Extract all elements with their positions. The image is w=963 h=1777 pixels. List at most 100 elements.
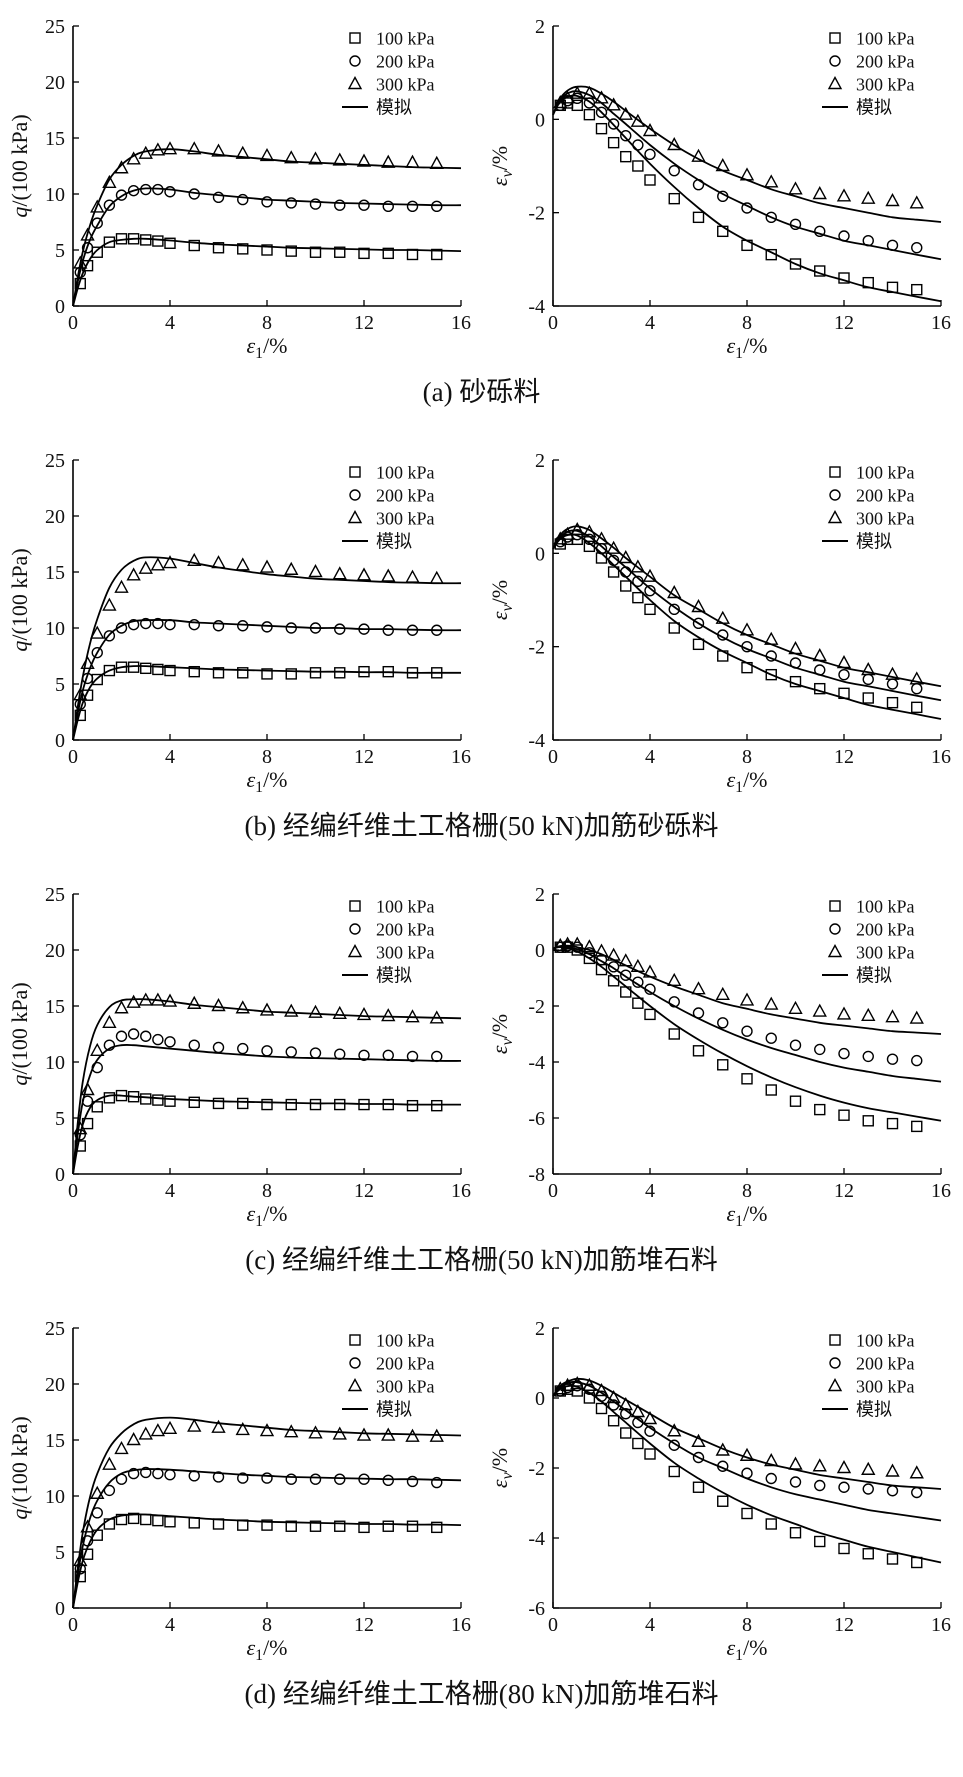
svg-text:-6: -6 [528,1108,545,1130]
svg-text:20: 20 [45,72,65,94]
svg-text:-4: -4 [528,296,545,318]
svg-text:模拟: 模拟 [376,966,412,986]
svg-text:q/(100 kPa): q/(100 kPa) [9,114,32,217]
chart-a-volumetric-strain: 0 4 8 12 16 -4 -2 0 2 ε1/% εv/% 100 kPa 200 kPa 300 k… [488,14,955,360]
svg-text:模拟: 模拟 [856,532,892,552]
svg-text:-2: -2 [528,996,545,1018]
svg-text:0: 0 [548,1614,558,1636]
svg-text:300 kPa: 300 kPa [376,1377,435,1397]
svg-text:-8: -8 [528,1164,545,1186]
chart-b-volumetric-strain: 0 4 8 12 16 -4 -2 0 2 ε1/% εv/% 100 kPa 200 kPa 300 k… [488,448,955,794]
svg-text:8: 8 [262,1614,272,1636]
svg-text:εv/%: εv/% [489,146,516,186]
svg-text:ε1/%: ε1/% [246,333,287,360]
svg-text:4: 4 [645,746,655,768]
svg-text:εv/%: εv/% [489,1448,516,1488]
svg-text:12: 12 [354,312,374,334]
svg-text:300 kPa: 300 kPa [856,75,915,95]
svg-text:4: 4 [645,312,655,334]
svg-text:200 kPa: 200 kPa [376,52,435,72]
chart-c-volumetric-strain: 0 4 8 12 16 -8 -6 -4 -2 0 2 ε1/% εv/% 100 kPa 200 kPa 3… [488,882,955,1228]
svg-text:5: 5 [55,1542,65,1564]
svg-text:0: 0 [68,312,78,334]
svg-text:0: 0 [68,746,78,768]
svg-text:200 kPa: 200 kPa [376,486,435,506]
svg-text:10: 10 [45,1052,65,1074]
svg-text:4: 4 [165,1180,175,1202]
svg-text:模拟: 模拟 [856,966,892,986]
svg-text:4: 4 [645,1614,655,1636]
panel-caption-a: (a) 砂砾料 [422,377,541,407]
svg-text:0: 0 [55,1164,65,1186]
svg-text:200 kPa: 200 kPa [856,920,915,940]
svg-text:模拟: 模拟 [376,532,412,552]
chart-a-stress-strain: 0 4 8 12 16 0 5 10 15 20 25 ε1/% q/(100 kPa) 100 kPa 2… [8,14,475,360]
svg-text:0: 0 [535,940,545,962]
svg-text:100 kPa: 100 kPa [856,463,915,483]
svg-text:0: 0 [535,1388,545,1410]
svg-text:300 kPa: 300 kPa [376,943,435,963]
svg-text:200 kPa: 200 kPa [856,486,915,506]
svg-text:0: 0 [55,296,65,318]
svg-text:0: 0 [535,543,545,565]
svg-text:0: 0 [55,1598,65,1620]
svg-text:25: 25 [45,1318,65,1340]
svg-text:ε1/%: ε1/% [246,1635,287,1662]
chart-b-stress-strain: 0 4 8 12 16 0 5 10 15 20 25 ε1/% q/(100 kPa) 100 kPa 2… [8,448,475,794]
svg-text:模拟: 模拟 [376,1400,412,1420]
svg-text:q/(100 kPa): q/(100 kPa) [9,1416,32,1519]
svg-text:模拟: 模拟 [856,1400,892,1420]
svg-text:-2: -2 [528,637,545,659]
svg-text:0: 0 [55,730,65,752]
svg-text:5: 5 [55,240,65,262]
svg-text:0: 0 [535,109,545,131]
svg-text:-2: -2 [528,203,545,225]
svg-text:200 kPa: 200 kPa [376,1354,435,1374]
svg-text:ε1/%: ε1/% [246,1201,287,1228]
panel-a-charts: 0 4 8 12 16 0 5 10 15 20 25 ε1/% q/(100 kPa) 100 kPa 2… [0,14,963,360]
svg-text:15: 15 [45,562,65,584]
svg-text:ε1/%: ε1/% [246,767,287,794]
svg-text:300 kPa: 300 kPa [856,509,915,529]
svg-text:ε1/%: ε1/% [726,767,767,794]
svg-text:-4: -4 [528,1528,545,1550]
svg-text:16: 16 [451,312,471,334]
svg-text:10: 10 [45,184,65,206]
svg-text:100 kPa: 100 kPa [376,897,435,917]
panel-caption-d: (d) 经编纤维土工格栅(80 kN)加筋堆石料 [244,1679,719,1709]
svg-text:100 kPa: 100 kPa [856,897,915,917]
svg-text:4: 4 [165,312,175,334]
svg-text:8: 8 [742,1180,752,1202]
svg-text:ε1/%: ε1/% [726,1201,767,1228]
svg-text:0: 0 [68,1180,78,1202]
svg-text:2: 2 [535,884,545,906]
svg-text:15: 15 [45,1430,65,1452]
svg-text:16: 16 [451,746,471,768]
svg-text:100 kPa: 100 kPa [856,1331,915,1351]
svg-text:8: 8 [742,1614,752,1636]
svg-text:12: 12 [354,746,374,768]
svg-text:25: 25 [45,450,65,472]
svg-text:5: 5 [55,674,65,696]
svg-text:-2: -2 [528,1458,545,1480]
svg-text:0: 0 [68,1614,78,1636]
svg-text:εv/%: εv/% [489,580,516,620]
svg-text:100 kPa: 100 kPa [856,29,915,49]
panel-row-b: 0 4 8 12 16 0 5 10 15 20 25 ε1/% q/(100 kPa) 100 kPa 2… [0,448,963,844]
svg-text:25: 25 [45,884,65,906]
svg-text:16: 16 [451,1614,471,1636]
svg-text:10: 10 [45,1486,65,1508]
svg-text:q/(100 kPa): q/(100 kPa) [9,548,32,651]
svg-text:20: 20 [45,506,65,528]
svg-text:8: 8 [262,312,272,334]
svg-text:16: 16 [931,746,951,768]
panel-caption-b: (b) 经编纤维土工格栅(50 kN)加筋砂砾料 [244,811,719,841]
svg-text:25: 25 [45,16,65,38]
svg-text:300 kPa: 300 kPa [856,943,915,963]
svg-text:12: 12 [834,1180,854,1202]
svg-text:2: 2 [535,1318,545,1340]
svg-text:300 kPa: 300 kPa [376,75,435,95]
panel-row-d: 0 4 8 12 16 0 5 10 15 20 25 ε1/% q/(100 kPa) 100 kPa 2… [0,1316,963,1712]
svg-text:12: 12 [834,746,854,768]
svg-text:16: 16 [931,1180,951,1202]
